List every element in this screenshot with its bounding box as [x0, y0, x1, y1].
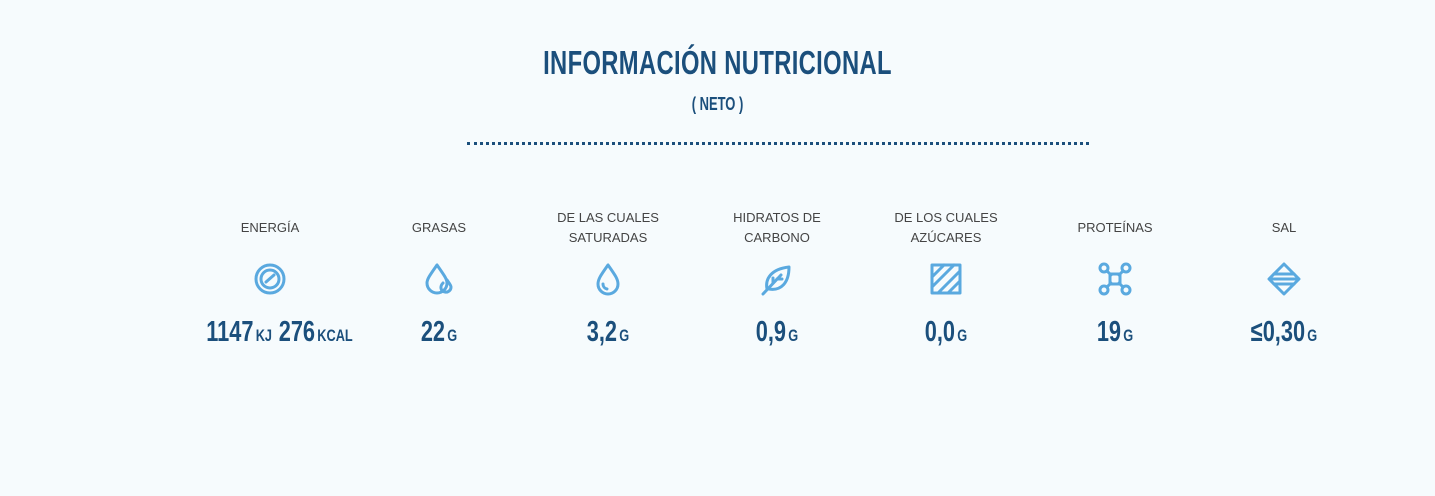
- value-unit: G: [788, 326, 799, 345]
- dotted-divider: [467, 142, 1089, 145]
- nutrient-label: PROTEÍNAS: [1030, 206, 1200, 250]
- label-line: ENERGÍA: [240, 220, 300, 235]
- value-unit: G: [957, 326, 968, 345]
- value-number: 19: [1096, 316, 1122, 348]
- label-line: SATURADAS: [568, 230, 648, 245]
- value-unit: G: [447, 326, 458, 345]
- nutrient-label: SAL: [1199, 206, 1369, 250]
- label-line: PROTEÍNAS: [1077, 220, 1153, 235]
- nutrient-icon: [761, 265, 791, 296]
- value-number: 1147: [206, 316, 254, 348]
- value-unit: G: [619, 326, 630, 345]
- nutrient-value: 0,9 G: [713, 316, 841, 349]
- nutrient-label: ENERGÍA: [185, 206, 355, 250]
- value-number: 3,2: [586, 316, 618, 348]
- nutrient-value: 0,0 G: [882, 316, 1010, 349]
- nutrient-label: HIDRATOS DE CARBONO: [692, 206, 862, 250]
- value-unit: G: [1123, 326, 1134, 345]
- value-number: 0,9: [755, 316, 787, 348]
- value-unit: KJ: [255, 326, 272, 345]
- value-number: ≤0,30: [1250, 316, 1306, 348]
- nutrient-icon: [930, 263, 962, 295]
- nutrient-value: ≤0,30 G: [1220, 316, 1348, 349]
- value-number: 276: [278, 316, 316, 348]
- label-line: GRASAS: [411, 220, 467, 235]
- label-line: HIDRATOS DE: [733, 210, 821, 225]
- label-line: DE LAS CUALES: [557, 210, 659, 225]
- nutrient-value: 1147 KJ 276 KCAL: [206, 316, 352, 349]
- nutrient-label: DE LOS CUALES AZÚCARES: [861, 206, 1031, 250]
- value-number: 22: [420, 316, 446, 348]
- nutrient-label: GRASAS: [354, 206, 524, 250]
- nutrient-value: 19 G: [1051, 316, 1179, 349]
- nutrient-icon: [425, 263, 453, 295]
- nutrient-value: 22 G: [375, 316, 503, 349]
- nutrient-icon: [596, 263, 620, 296]
- nutrient-icon: [1267, 262, 1301, 296]
- label-line: AZÚCARES: [910, 230, 982, 245]
- subtitle: ( NETO ): [691, 94, 744, 114]
- nutrient-icon: [254, 263, 286, 295]
- value-number: 0,0: [924, 316, 956, 348]
- title: INFORMACIÓN NUTRICIONAL: [543, 44, 892, 81]
- nutrient-label: DE LAS CUALES SATURADAS: [523, 206, 693, 250]
- label-line: CARBONO: [744, 230, 810, 245]
- label-line: DE LOS CUALES: [894, 210, 998, 225]
- value-unit: G: [1307, 326, 1318, 345]
- nutrient-value: 3,2 G: [544, 316, 672, 349]
- label-line: SAL: [1271, 220, 1297, 235]
- nutrient-icon: [1098, 262, 1132, 296]
- value-unit: KCAL: [317, 326, 353, 345]
